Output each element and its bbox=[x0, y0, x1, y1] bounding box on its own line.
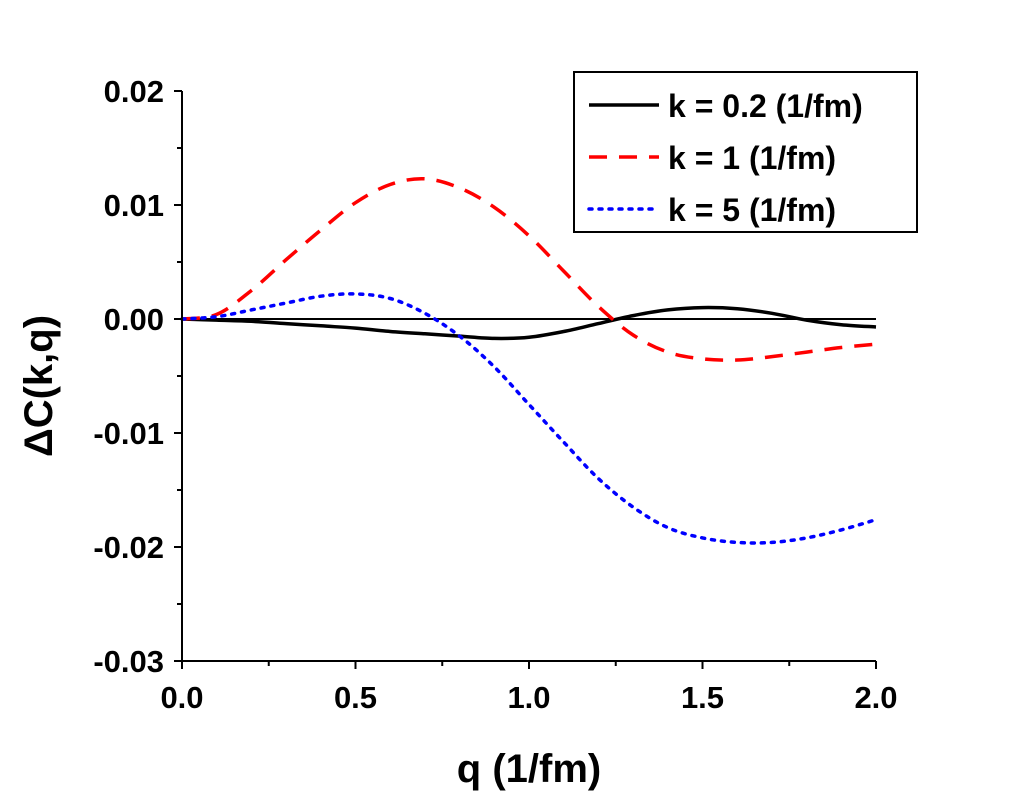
y-tick-label: 0.02 bbox=[104, 74, 164, 109]
series-line-3 bbox=[180, 292, 878, 545]
x-tick-label: 1.0 bbox=[507, 680, 550, 715]
series-layer bbox=[180, 176, 878, 545]
series-line-1 bbox=[181, 305, 877, 341]
x-axis-title: q (1/fm) bbox=[457, 747, 601, 791]
legend-label-1: k = 0.2 (1/fm) bbox=[668, 88, 863, 124]
legend-box bbox=[573, 71, 918, 233]
x-tick-label: 0.5 bbox=[334, 680, 377, 715]
y-tick-label: -0.02 bbox=[93, 530, 164, 565]
x-tick-label: 2.0 bbox=[854, 680, 897, 715]
x-tick-label: 0.0 bbox=[160, 680, 203, 715]
legend-label-2: k = 1 (1/fm) bbox=[668, 140, 836, 176]
legend-items: k = 0.2 (1/fm) k = 1 (1/fm) k = 5 (1/fm) bbox=[587, 88, 863, 228]
series-line-2 bbox=[181, 176, 877, 362]
y-tick-label: 0.01 bbox=[104, 188, 164, 223]
y-tick-label: -0.03 bbox=[93, 644, 164, 679]
ticks-layer: 0.0 0.5 1.0 1.5 2.0 -0.03 -0.02 -0.01 0.00 0.01 0.… bbox=[93, 74, 897, 715]
y-tick-label: 0.00 bbox=[104, 302, 164, 337]
legend: k = 0.2 (1/fm) k = 1 (1/fm) k = 5 (1/fm) bbox=[573, 71, 918, 233]
y-tick-label: -0.01 bbox=[93, 416, 164, 451]
legend-label-3: k = 5 (1/fm) bbox=[668, 192, 836, 228]
y-axis-title: ΔC(k,q) bbox=[17, 315, 61, 457]
x-tick-label: 1.5 bbox=[681, 680, 724, 715]
